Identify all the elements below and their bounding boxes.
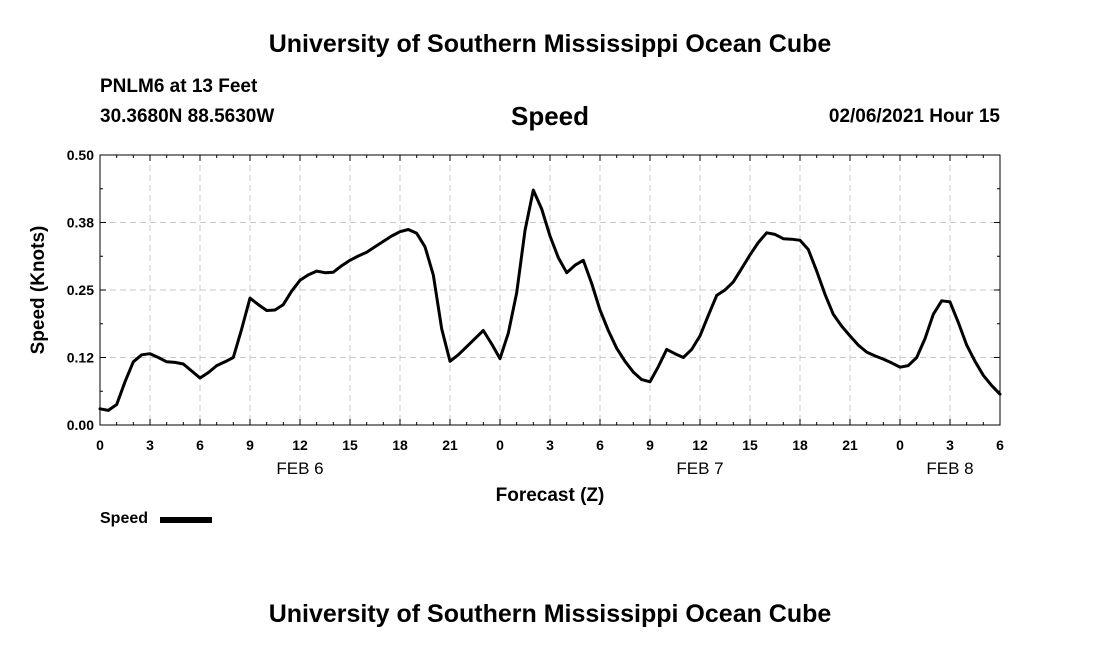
x-tick-label: 0 <box>896 437 904 453</box>
x-tick-label: 9 <box>646 437 654 453</box>
x-tick-label: 6 <box>596 437 604 453</box>
x-tick-label: 12 <box>292 437 308 453</box>
x-tick-label: 0 <box>496 437 504 453</box>
page-title: University of Southern Mississippi Ocean… <box>268 30 832 58</box>
x-tick-label: 15 <box>342 437 358 453</box>
parameter-title: Speed <box>510 101 590 131</box>
x-tick-label: 21 <box>842 437 858 453</box>
axes <box>99 154 1001 426</box>
legend-swatch <box>160 517 212 523</box>
y-tick-label: 0.25 <box>67 282 94 298</box>
forecast-issue-time: 02/06/2021 Hour 15 <box>828 106 1000 127</box>
x-tick-label: 12 <box>692 437 708 453</box>
x-tick-label: 0 <box>96 437 104 453</box>
y-tick-label: 0.38 <box>67 215 94 231</box>
y-axis-title: Speed (Knots) <box>28 226 49 355</box>
day-label: FEB 7 <box>676 459 723 478</box>
y-tick-label: 0.50 <box>67 147 94 163</box>
y-tick-label: 0.00 <box>67 417 94 433</box>
axis-labels: 0.00 0.12 0.25 0.38 0.50 0 3 6 9 12 15 18 21 0 3 6 9 12 15… <box>28 147 1004 506</box>
x-tick-label: 18 <box>792 437 808 453</box>
legend-label: Speed <box>100 510 149 527</box>
station-coordinates: 30.3680N 88.5630W <box>100 106 275 127</box>
x-tick-label: 9 <box>246 437 254 453</box>
series <box>98 188 1002 412</box>
x-tick-label: 18 <box>392 437 408 453</box>
x-tick-label: 6 <box>996 437 1004 453</box>
grid <box>100 155 1000 425</box>
x-tick-label: 6 <box>196 437 204 453</box>
x-tick-label: 15 <box>742 437 758 453</box>
y-tick-label: 0.12 <box>67 350 94 366</box>
day-label: FEB 6 <box>276 459 323 478</box>
station-label: PNLM6 at 13 Feet <box>100 76 258 97</box>
day-label: FEB 8 <box>926 459 973 478</box>
x-axis-title: Forecast (Z) <box>496 485 605 506</box>
x-tick-label: 3 <box>146 437 154 453</box>
x-tick-label: 3 <box>946 437 954 453</box>
x-tick-label: 21 <box>442 437 458 453</box>
footer-title: University of Southern Mississippi Ocean… <box>268 600 832 628</box>
speed-series-line <box>98 188 1002 412</box>
x-tick-label: 3 <box>546 437 554 453</box>
